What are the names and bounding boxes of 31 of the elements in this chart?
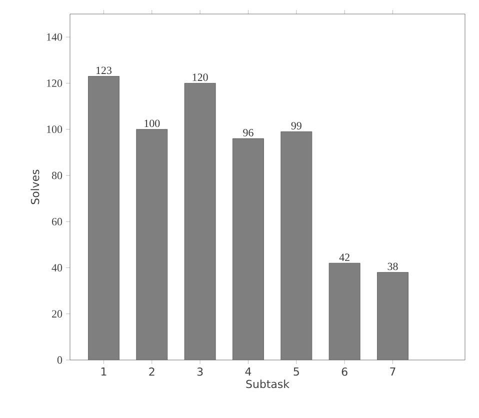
bar: [329, 263, 360, 360]
x-tick-label: 7: [390, 368, 396, 376]
bar: [184, 83, 216, 360]
data-label: 42: [339, 254, 350, 261]
data-label: 100: [144, 120, 160, 128]
y-tick-label: 120: [47, 80, 62, 87]
y-tick-label: 60: [52, 218, 62, 226]
bar: [88, 76, 120, 360]
y-tick-label: 40: [52, 264, 62, 272]
data-label: 38: [388, 262, 398, 270]
data-label: 99: [291, 122, 302, 130]
y-tick-label: 0: [57, 356, 62, 364]
y-tick-label: 20: [52, 310, 62, 318]
data-label: 96: [243, 129, 254, 136]
data-label: 120: [192, 74, 208, 81]
y-axis-title: Solves: [30, 170, 40, 204]
x-tick-label: 3: [197, 368, 203, 376]
x-tick-label: 5: [294, 368, 299, 376]
y-tick-label: 140: [47, 33, 62, 41]
x-tick-label: 2: [149, 368, 154, 376]
x-tick-label: 4: [245, 368, 252, 376]
y-tick-label: 100: [47, 126, 62, 134]
bar: [280, 132, 312, 360]
y-tick-label: 80: [52, 172, 62, 180]
bar: [232, 138, 264, 360]
data-label: 123: [96, 66, 112, 74]
bar: [377, 272, 408, 360]
x-axis-title: Subtask: [246, 380, 290, 388]
x-tick-label: 6: [342, 368, 348, 376]
bar: [136, 129, 168, 360]
x-tick-label: 1: [101, 368, 106, 376]
